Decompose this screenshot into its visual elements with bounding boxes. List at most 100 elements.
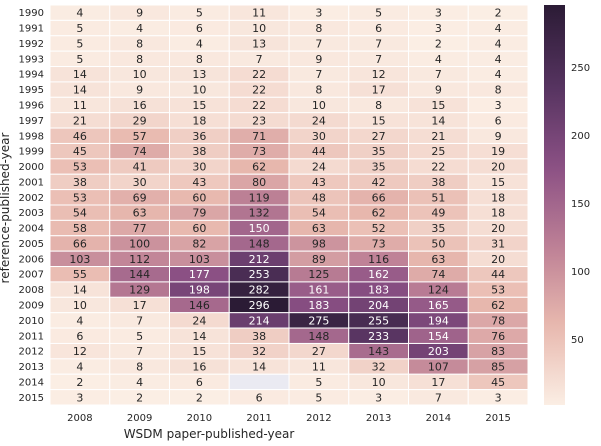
cell-value-label: 77: [133, 222, 147, 235]
y-tick-label: 2001: [19, 177, 44, 188]
cell-value-label: 38: [252, 330, 266, 343]
cell-value-label: 13: [252, 37, 266, 50]
cell-value-label: 14: [252, 361, 266, 374]
y-tick-label: 2011: [19, 331, 44, 342]
y-tick-label: 1998: [19, 131, 44, 142]
cell-value-label: 107: [428, 361, 449, 374]
cell-value-label: 203: [428, 345, 449, 358]
cell-value-label: 204: [368, 299, 389, 312]
cell-value-label: 9: [136, 84, 143, 97]
cell-value-label: 15: [372, 114, 386, 127]
cell-value-label: 10: [372, 376, 386, 389]
cell-value-label: 24: [192, 314, 206, 327]
x-tick-label: 2013: [366, 413, 391, 424]
cell-value-label: 79: [192, 207, 206, 220]
cell-value-label: 212: [249, 253, 270, 266]
cell-value-label: 124: [428, 284, 449, 297]
cell-value-label: 17: [133, 299, 147, 312]
cell-value-label: 275: [308, 314, 329, 327]
y-tick-label: 2009: [19, 301, 44, 312]
cell-value-label: 15: [192, 99, 206, 112]
cell-value-label: 50: [431, 237, 445, 250]
y-tick-label: 1993: [19, 54, 44, 65]
cell-value-label: 82: [192, 237, 206, 250]
y-tick-label: 1992: [19, 39, 44, 50]
y-tick-labels: 1990 1991 1992 1993 1994 1995 1996 1997 1998 1999…: [19, 8, 44, 404]
cell-value-label: 69: [133, 191, 147, 204]
cell-value-label: 4: [495, 53, 502, 66]
cell-value-label: 4: [196, 37, 203, 50]
cell-value-label: 66: [73, 237, 87, 250]
cell-value-label: 4: [76, 314, 83, 327]
cell-value-label: 148: [308, 330, 329, 343]
cell-value-label: 6: [196, 22, 203, 35]
cell-value-label: 4: [495, 22, 502, 35]
cell-value-label: 74: [431, 268, 445, 281]
cell-value-label: 5: [196, 7, 203, 20]
cell-value-label: 150: [249, 222, 270, 235]
cell-value-label: 44: [491, 268, 505, 281]
cell-value-label: 22: [252, 68, 266, 81]
y-tick-label: 2003: [19, 208, 44, 219]
cell-value-label: 30: [192, 161, 206, 174]
cell-value-label: 38: [73, 176, 87, 189]
y-tick-label: 2012: [19, 347, 44, 358]
cell-value-label: 11: [73, 99, 87, 112]
cell-value-label: 194: [428, 314, 449, 327]
cell-value-label: 4: [495, 37, 502, 50]
colorbar-gradient: [544, 5, 565, 405]
cell-value-label: 43: [192, 176, 206, 189]
cell-value-label: 143: [368, 345, 389, 358]
cell-value-label: 16: [133, 99, 147, 112]
y-tick-label: 1997: [19, 116, 44, 127]
cell-value-label: 233: [368, 330, 389, 343]
cell-value-label: 32: [372, 361, 386, 374]
cell-value-label: 22: [252, 99, 266, 112]
cell-value-label: 6: [375, 22, 382, 35]
cell-value-label: 253: [249, 268, 270, 281]
cell-value-label: 2: [136, 391, 143, 404]
cell-value-label: 22: [431, 161, 445, 174]
cell-value-label: 9: [495, 130, 502, 143]
cell-value-label: 17: [431, 376, 445, 389]
cell-value-label: 20: [491, 161, 505, 174]
heatmap-cell: [228, 373, 290, 391]
cell-value-label: 89: [312, 253, 326, 266]
y-tick-label: 2005: [19, 239, 44, 250]
cell-value-label: 10: [73, 299, 87, 312]
y-tick-label: 1995: [19, 85, 44, 96]
cell-value-label: 49: [431, 207, 445, 220]
cell-value-label: 10: [133, 68, 147, 81]
cell-value-label: 30: [133, 176, 147, 189]
y-tick-label: 1996: [19, 101, 44, 112]
cell-value-label: 2: [495, 7, 502, 20]
y-tick-label: 2010: [19, 316, 44, 327]
cell-value-label: 8: [196, 53, 203, 66]
cell-value-label: 19: [491, 145, 505, 158]
y-axis-label: reference-published-year: [0, 132, 12, 283]
cell-value-label: 35: [372, 161, 386, 174]
heatmap-cell: [467, 389, 529, 406]
x-tick-label: 2010: [187, 413, 212, 424]
cell-value-label: 53: [491, 284, 505, 297]
cell-value-label: 24: [312, 161, 326, 174]
cell-value-label: 2: [76, 376, 83, 389]
cell-value-label: 7: [136, 314, 143, 327]
cell-value-label: 183: [308, 299, 329, 312]
cell-value-label: 62: [491, 299, 505, 312]
cell-value-label: 146: [189, 299, 210, 312]
cell-value-label: 7: [435, 68, 442, 81]
cell-value-label: 8: [375, 99, 382, 112]
cell-value-label: 38: [431, 176, 445, 189]
cell-value-label: 27: [372, 130, 386, 143]
cell-value-label: 60: [192, 191, 206, 204]
cell-value-label: 296: [249, 299, 270, 312]
cell-value-label: 6: [256, 391, 263, 404]
cell-value-label: 12: [73, 345, 87, 358]
y-tick-label: 2013: [19, 362, 44, 373]
cell-value-label: 148: [249, 237, 270, 250]
cell-value-label: 9: [136, 7, 143, 20]
cell-value-label: 44: [312, 145, 326, 158]
cell-value-label: 5: [315, 391, 322, 404]
y-tick-label: 1990: [19, 8, 44, 19]
